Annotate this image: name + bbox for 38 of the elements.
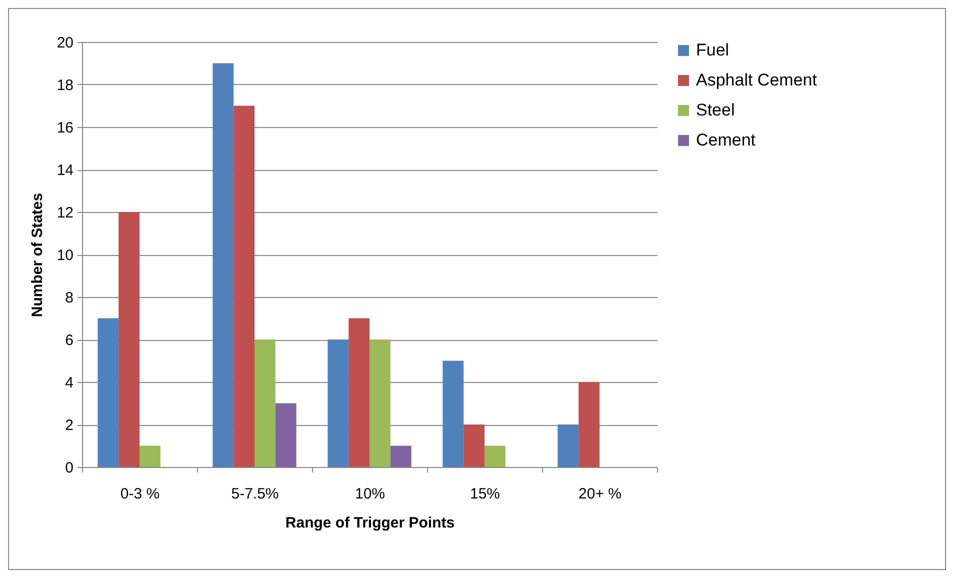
- y-tick-label: 0: [65, 460, 74, 476]
- bar: [328, 340, 349, 467]
- bar: [254, 340, 276, 467]
- bar: [578, 382, 600, 467]
- y-tick-label: 4: [65, 374, 74, 392]
- x-tick-label: 20+ %: [578, 486, 622, 502]
- legend-label: Cement: [696, 130, 756, 150]
- y-tick-label: 10: [56, 247, 74, 264]
- legend-label: Fuel: [696, 40, 730, 60]
- x-axis-title: Range of Trigger Points: [285, 514, 455, 532]
- bar: [140, 446, 160, 467]
- y-tick-label: 2: [65, 417, 74, 434]
- bar: [98, 318, 119, 467]
- y-tick-label: 16: [56, 120, 74, 136]
- bar: [390, 446, 412, 467]
- bar: [348, 318, 370, 467]
- y-tick-label: 14: [56, 162, 74, 179]
- y-tick-label: 12: [56, 204, 74, 222]
- x-tick-label: 5-7.5%: [231, 486, 279, 502]
- bar: [484, 446, 506, 467]
- bar: [464, 424, 484, 467]
- bar: [442, 360, 464, 467]
- bar: [212, 63, 234, 467]
- bar: [275, 403, 296, 467]
- legend-label: Asphalt Cement: [696, 70, 818, 90]
- bar: [558, 424, 579, 467]
- x-tick-label: 0-3 %: [120, 486, 160, 502]
- y-tick-label: 6: [65, 332, 74, 349]
- y-axis-title: Number of States: [28, 192, 46, 318]
- y-tick-label: 8: [65, 290, 74, 306]
- bar: [118, 212, 140, 467]
- y-tick-label: 18: [56, 77, 74, 94]
- legend-label: Steel: [696, 100, 735, 120]
- bar: [370, 340, 390, 467]
- x-tick-label: 15%: [470, 486, 500, 502]
- x-tick-label: 10%: [354, 486, 386, 502]
- y-tick-label: 20: [56, 34, 74, 52]
- bar: [234, 106, 254, 467]
